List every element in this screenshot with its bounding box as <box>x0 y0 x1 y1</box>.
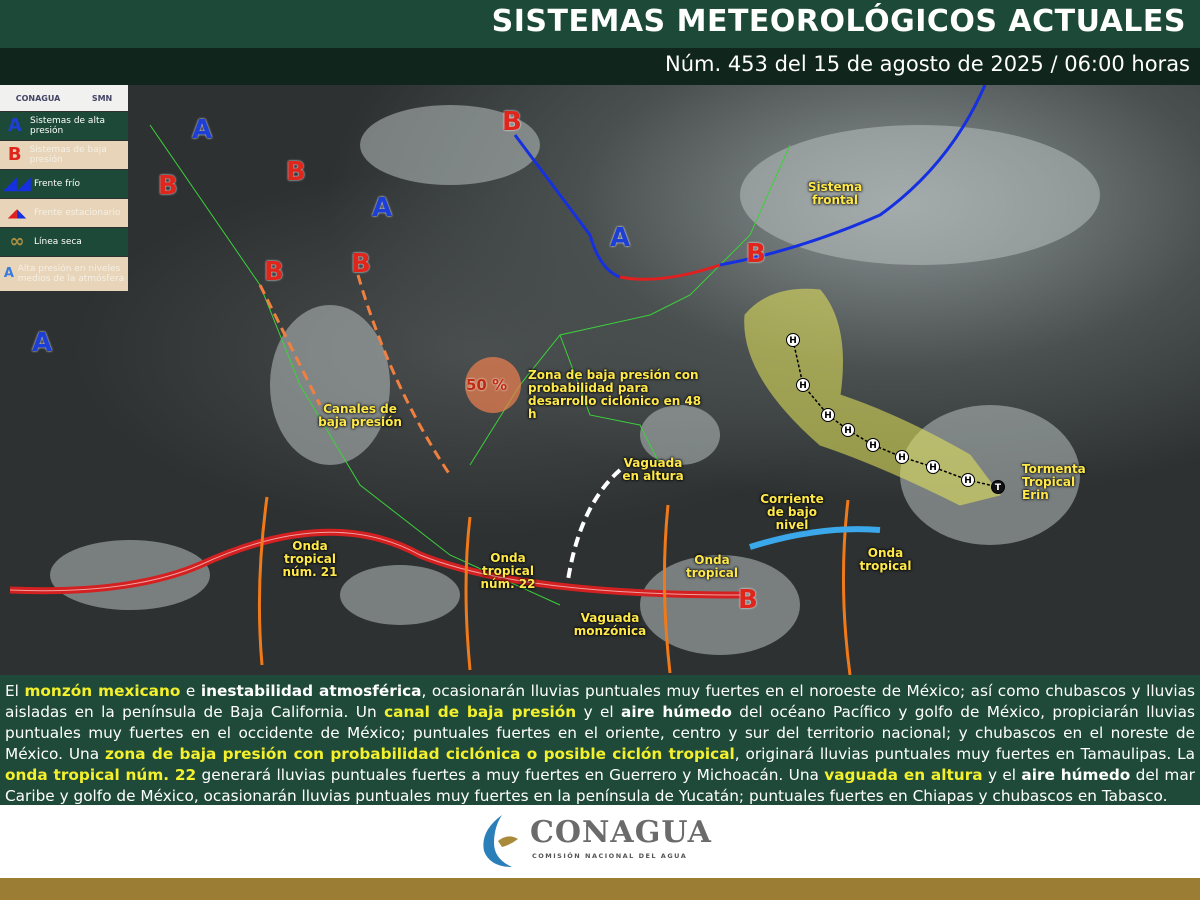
label-onda-tropical: Onda tropical <box>686 553 738 580</box>
label-erin: Tormenta Tropical Erin <box>1022 462 1086 502</box>
dry-line-icon: ∞ <box>9 231 25 252</box>
cold-front-2 <box>513 134 621 279</box>
cold-front-icon: ◢◢ <box>3 173 31 194</box>
smn-logo: SMN <box>91 93 113 103</box>
bulletin-text: El monzón mexicano e inestabilidad atmos… <box>0 675 1200 805</box>
tropical-waves <box>257 496 852 675</box>
footer-bar <box>0 878 1200 900</box>
forecast-position-marker: H <box>796 378 810 392</box>
highlighted-term: aire húmedo <box>621 703 732 721</box>
low-pressure-marker: B <box>264 257 284 287</box>
bulletin-segment: , ocasionarán lluvias puntuales muy fuer… <box>5 682 1195 721</box>
low-pressure-trough <box>258 284 322 406</box>
map-overlays <box>9 85 1100 675</box>
legend-item-dry-line: ∞ Línea seca <box>0 228 128 256</box>
label-vaguada-altura: Vaguada en altura <box>622 456 684 483</box>
forecast-position-marker: H <box>866 438 880 452</box>
highlighted-term: zona de baja presión con probabilidad ci… <box>104 745 735 763</box>
upper-trough <box>566 468 622 581</box>
bulletin-segment: y el <box>982 766 1022 784</box>
footer-logo: CONAGUA COMISIÓN NACIONAL DEL AGUA <box>0 805 1200 878</box>
bulletin-segment: y el <box>576 703 622 721</box>
coastline <box>149 124 791 606</box>
conagua-subtitle: COMISIÓN NACIONAL DEL AGUA <box>532 852 688 860</box>
low-pressure-marker: B <box>158 171 178 201</box>
forecast-position-marker: H <box>821 408 835 422</box>
low-pressure-marker: B <box>351 249 371 279</box>
bulletin-number-date: Núm. 453 del 15 de agosto de 2025 / 06:0… <box>0 48 1200 85</box>
legend-item-low: B Sistemas de baja presión <box>0 141 128 169</box>
storm-position-marker: T <box>991 480 1005 494</box>
legend-label: Alta presión en niveles medios de la atm… <box>17 264 125 284</box>
forecast-position-marker: H <box>961 473 975 487</box>
bulletin-segment: del mar Caribe y golfo de México, ocasio… <box>5 766 1195 805</box>
label-onda-22: Onda tropical núm. 22 <box>480 551 536 591</box>
bulletin-segment: e <box>180 682 201 700</box>
highlighted-term: canal de baja presión <box>384 703 577 721</box>
highlighted-term: vaguada en altura <box>824 766 983 784</box>
forecast-position-marker: H <box>926 460 940 474</box>
conagua-emblem-icon <box>483 815 518 867</box>
legend-label: Línea seca <box>34 237 82 247</box>
legend-item-stationary: ◢◣ Frente estacionario <box>0 199 128 227</box>
label-zona-baja: Zona de baja presión con probabilidad pa… <box>528 368 702 421</box>
legend-item-mid-high: A Alta presión en niveles medios de la at… <box>0 257 128 291</box>
label-sistema-frontal: Sistema frontal <box>807 180 863 207</box>
legend-label: Sistemas de baja presión <box>29 145 107 165</box>
bulletin-segment: El <box>5 682 25 700</box>
forecast-position-marker: H <box>786 333 800 347</box>
low-pressure-marker: B <box>738 585 758 615</box>
legend-label: Frente estacionario <box>34 208 121 218</box>
mid-level-high-icon: A <box>3 266 14 281</box>
bulletin-segment: generará lluvias puntuales fuertes a muy… <box>196 766 825 784</box>
page-title: SISTEMAS METEOROLÓGICOS ACTUALES <box>0 0 1200 48</box>
low-pressure-marker: B <box>746 239 766 269</box>
legend-item-high: A Sistemas de alta presión <box>0 112 128 140</box>
label-onda-tropical: Onda tropical <box>859 546 912 573</box>
low-pressure-trough <box>356 274 452 476</box>
label-canales: Canales de baja presión <box>318 402 402 429</box>
forecast-position-marker: H <box>895 450 909 464</box>
high-pressure-marker: A <box>372 193 393 223</box>
label-corriente: Corriente de bajo nivel <box>760 492 824 532</box>
label-vaguada-monzonica: Vaguada monzónica <box>573 611 647 638</box>
low-level-jet-arrow <box>749 526 881 550</box>
legend-label: Sistemas de alta presión <box>30 116 105 136</box>
highlighted-term: inestabilidad atmosférica <box>200 682 422 700</box>
stationary-front <box>619 263 721 281</box>
highlighted-term: onda tropical núm. 22 <box>5 766 197 784</box>
high-pressure-marker: A <box>192 115 213 145</box>
cyclone-probability: 50 % <box>466 376 508 394</box>
low-pressure-marker: B <box>286 157 306 187</box>
low-pressure-zone <box>465 357 521 413</box>
cold-front <box>719 85 987 267</box>
high-pressure-icon: A <box>8 115 22 136</box>
legend-item-cold-front: ◢◢ Frente frío <box>0 170 128 198</box>
label-onda-21: Onda tropical núm. 21 <box>282 539 338 579</box>
highlighted-term: monzón mexicano <box>24 682 181 700</box>
weather-map: A A A A B B B B B B B Sistema frontal Zo… <box>0 85 1200 675</box>
conagua-wordmark: CONAGUA <box>530 815 712 850</box>
bulletin-segment: del océano Pacífico y golfo de México, p… <box>5 703 1195 763</box>
forecast-cone <box>744 288 1001 506</box>
high-pressure-marker: A <box>32 328 53 358</box>
legend-logos: CONAGUA SMN <box>0 85 128 111</box>
low-pressure-icon: B <box>7 144 22 165</box>
stationary-front-icon: ◢◣ <box>7 206 27 220</box>
bulletin-segment: , originará lluvias puntuales muy fuerte… <box>734 745 1195 763</box>
forecast-position-marker: H <box>841 423 855 437</box>
conagua-logo: CONAGUA <box>15 93 61 103</box>
low-pressure-marker: B <box>502 107 522 137</box>
legend-label: Frente frío <box>34 179 81 189</box>
high-pressure-marker: A <box>610 223 631 253</box>
highlighted-term: aire húmedo <box>1021 766 1131 784</box>
